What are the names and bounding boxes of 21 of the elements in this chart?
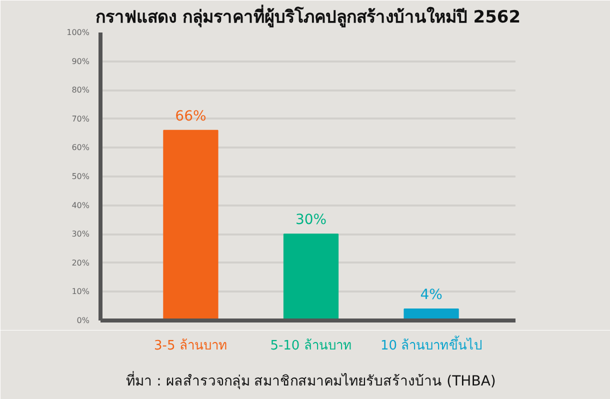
x-tick-label: 10 ล้านบาทขึ้นไป: [380, 336, 482, 354]
text: ที่มา : ผลสำรวจกลุ่ม สมาชิกสมาคมไทยรับสร้างบ้าน (THBA): [126, 372, 496, 390]
y-tick-label: 40%: [72, 200, 90, 210]
x-tick-label: 5-10 ล้านบาท: [270, 338, 352, 354]
y-tick-label: 30%: [72, 230, 90, 239]
y-tick-label: 50%: [72, 172, 90, 181]
bar: [163, 130, 218, 320]
y-tick-label: 100%: [66, 28, 90, 37]
chart-title: กราฟแสดง กลุ่มราคาที่ผู้บริโภคปลูกสร้างบ้านใหม่ปี 2562: [95, 4, 521, 28]
data-label: 4%: [420, 286, 442, 303]
y-tick-label: 10%: [72, 287, 90, 296]
bar: [283, 234, 339, 320]
y-tick-label: 70%: [72, 114, 90, 124]
y-tick-label: 0%: [76, 316, 90, 325]
y-tick-label: 80%: [72, 86, 90, 95]
y-tick-label: 60%: [72, 143, 90, 152]
y-tick-label: 20%: [72, 258, 90, 268]
y-tick-label: 90%: [72, 56, 90, 66]
data-label: 30%: [295, 212, 327, 228]
x-tick-label: 3-5 ล้านบาท: [154, 338, 228, 354]
data-label: 66%: [175, 108, 206, 124]
